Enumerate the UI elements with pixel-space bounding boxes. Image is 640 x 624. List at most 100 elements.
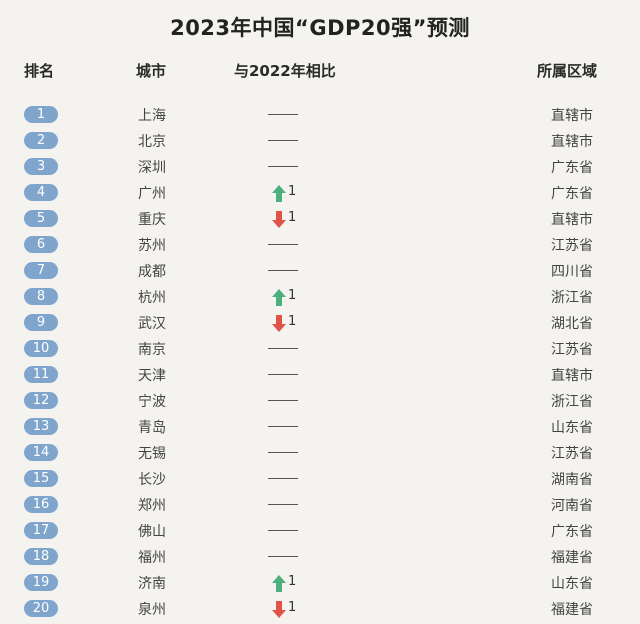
- rank-badge: 4: [24, 184, 58, 201]
- city-name: 无锡: [138, 446, 166, 462]
- region-name: 江苏省: [551, 238, 593, 254]
- table-row: 8 杭州 1 浙江省: [0, 284, 640, 310]
- rank-badge: 1: [24, 106, 58, 123]
- city-name: 泉州: [138, 602, 166, 618]
- city-name: 郑州: [138, 498, 166, 514]
- city-name: 成都: [138, 264, 166, 280]
- rank-badge: 3: [24, 158, 58, 175]
- rank-badge: 9: [24, 314, 58, 331]
- change-indicator: 1: [268, 286, 328, 308]
- no-change-dash-icon: [268, 348, 298, 349]
- table-row: 6 苏州 江苏省: [0, 232, 640, 258]
- rank-badge: 11: [24, 366, 58, 383]
- rank-badge: 6: [24, 236, 58, 253]
- region-name: 广东省: [551, 160, 593, 176]
- header-rank: 排名: [24, 62, 55, 80]
- region-name: 广东省: [551, 186, 593, 202]
- no-change-dash-icon: [268, 400, 298, 401]
- city-name: 宁波: [138, 394, 166, 410]
- no-change-dash-icon: [268, 270, 298, 271]
- no-change-dash-icon: [268, 114, 298, 115]
- change-amount: 1: [288, 184, 297, 199]
- table-row: 14 无锡 江苏省: [0, 440, 640, 466]
- region-name: 四川省: [551, 264, 593, 280]
- no-change-dash-icon: [268, 452, 298, 453]
- no-change-dash-icon: [268, 478, 298, 479]
- city-name: 武汉: [138, 316, 166, 332]
- city-name: 长沙: [138, 472, 166, 488]
- up-arrow-icon: [272, 289, 286, 306]
- change-indicator: 1: [268, 598, 328, 620]
- rank-badge: 15: [24, 470, 58, 487]
- city-name: 杭州: [138, 290, 166, 306]
- header-change: 与2022年相比: [234, 62, 336, 80]
- change-indicator: [268, 520, 328, 542]
- region-name: 山东省: [551, 420, 593, 436]
- table-row: 10 南京 江苏省: [0, 336, 640, 362]
- down-arrow-icon: [272, 315, 286, 332]
- region-name: 山东省: [551, 576, 593, 592]
- city-name: 福州: [138, 550, 166, 566]
- city-name: 佛山: [138, 524, 166, 540]
- table-row: 3 深圳 广东省: [0, 154, 640, 180]
- change-indicator: [268, 416, 328, 438]
- change-indicator: [268, 390, 328, 412]
- change-indicator: 1: [268, 208, 328, 230]
- rank-badge: 13: [24, 418, 58, 435]
- rank-badge: 5: [24, 210, 58, 227]
- change-amount: 1: [288, 600, 297, 615]
- table-row: 17 佛山 广东省: [0, 518, 640, 544]
- header-region: 所属区域: [537, 62, 598, 80]
- table-row: 4 广州 1 广东省: [0, 180, 640, 206]
- rank-badge: 19: [24, 574, 58, 591]
- rank-badge: 16: [24, 496, 58, 513]
- page-title: 2023年中国“GDP20强”预测: [170, 16, 470, 40]
- no-change-dash-icon: [268, 374, 298, 375]
- table-row: 12 宁波 浙江省: [0, 388, 640, 414]
- change-indicator: [268, 494, 328, 516]
- up-arrow-icon: [272, 185, 286, 202]
- city-name: 天津: [138, 368, 166, 384]
- change-indicator: 1: [268, 312, 328, 334]
- change-indicator: [268, 104, 328, 126]
- rank-badge: 18: [24, 548, 58, 565]
- table-row: 20 泉州 1 福建省: [0, 596, 640, 622]
- region-name: 直辖市: [551, 368, 593, 384]
- rank-badge: 10: [24, 340, 58, 357]
- table-row: 5 重庆 1 直辖市: [0, 206, 640, 232]
- no-change-dash-icon: [268, 504, 298, 505]
- city-name: 济南: [138, 576, 166, 592]
- table-row: 18 福州 福建省: [0, 544, 640, 570]
- change-indicator: [268, 130, 328, 152]
- no-change-dash-icon: [268, 530, 298, 531]
- change-indicator: [268, 364, 328, 386]
- table-row: 7 成都 四川省: [0, 258, 640, 284]
- region-name: 直辖市: [551, 108, 593, 124]
- table-row: 16 郑州 河南省: [0, 492, 640, 518]
- region-name: 浙江省: [551, 394, 593, 410]
- rank-badge: 7: [24, 262, 58, 279]
- up-arrow-icon: [272, 575, 286, 592]
- change-indicator: [268, 442, 328, 464]
- city-name: 深圳: [138, 160, 166, 176]
- city-name: 北京: [138, 134, 166, 150]
- no-change-dash-icon: [268, 166, 298, 167]
- region-name: 湖南省: [551, 472, 593, 488]
- change-indicator: [268, 156, 328, 178]
- city-name: 重庆: [138, 212, 166, 228]
- region-name: 湖北省: [551, 316, 593, 332]
- table-row: 11 天津 直辖市: [0, 362, 640, 388]
- no-change-dash-icon: [268, 556, 298, 557]
- change-amount: 1: [288, 574, 297, 589]
- region-name: 直辖市: [551, 134, 593, 150]
- rank-badge: 20: [24, 600, 58, 617]
- city-name: 苏州: [138, 238, 166, 254]
- table-row: 1 上海 直辖市: [0, 102, 640, 128]
- change-indicator: 1: [268, 182, 328, 204]
- table-row: 19 济南 1 山东省: [0, 570, 640, 596]
- rank-badge: 12: [24, 392, 58, 409]
- table-row: 15 长沙 湖南省: [0, 466, 640, 492]
- city-name: 广州: [138, 186, 166, 202]
- change-amount: 1: [288, 288, 297, 303]
- rank-badge: 14: [24, 444, 58, 461]
